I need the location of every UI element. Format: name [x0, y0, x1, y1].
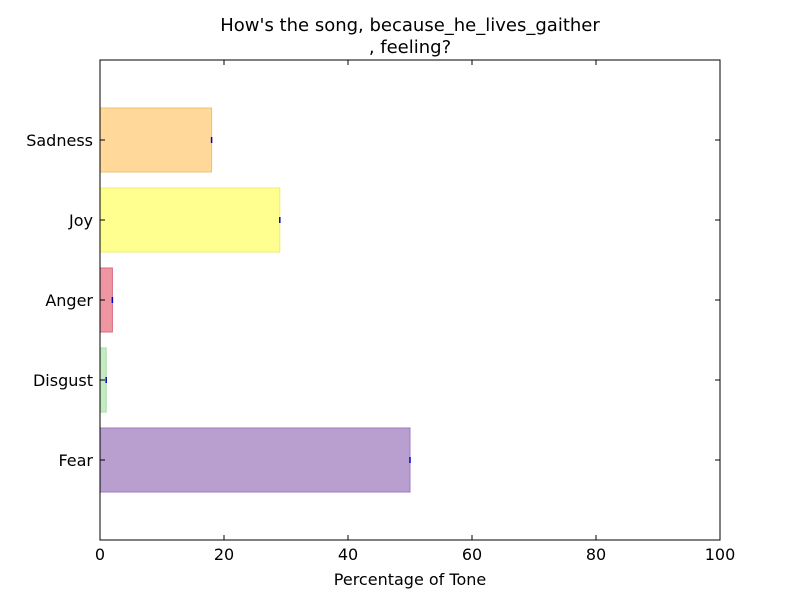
bar-sadness: [99, 107, 213, 173]
y-tick-label-sadness: Sadness: [26, 131, 93, 150]
bars-group: [99, 107, 411, 493]
y-tick-label-anger: Anger: [45, 291, 93, 310]
y-tick-label-disgust: Disgust: [33, 371, 93, 390]
y-ticks-group: Fear Disgust Anger Joy Sadness: [26, 131, 720, 470]
x-tick-label-40: 40: [338, 545, 358, 564]
bar-fear: [99, 427, 411, 493]
y-tick-label-fear: Fear: [58, 451, 93, 470]
x-tick-label-20: 20: [214, 545, 234, 564]
x-tick-label-100: 100: [705, 545, 736, 564]
chart-title-line-2: , feeling?: [369, 37, 451, 58]
x-ticks-group: 0 20 40 60 80 100: [95, 60, 735, 564]
chart-title-line-1: How's the song, because_he_lives_gaither: [220, 15, 600, 36]
plot-frame: [99, 59, 721, 541]
x-tick-label-0: 0: [95, 545, 105, 564]
x-tick-label-60: 60: [462, 545, 482, 564]
y-tick-label-joy: Joy: [68, 211, 93, 230]
bar-joy: [99, 187, 281, 253]
x-axis-label: Percentage of Tone: [334, 570, 486, 589]
x-tick-label-80: 80: [586, 545, 606, 564]
